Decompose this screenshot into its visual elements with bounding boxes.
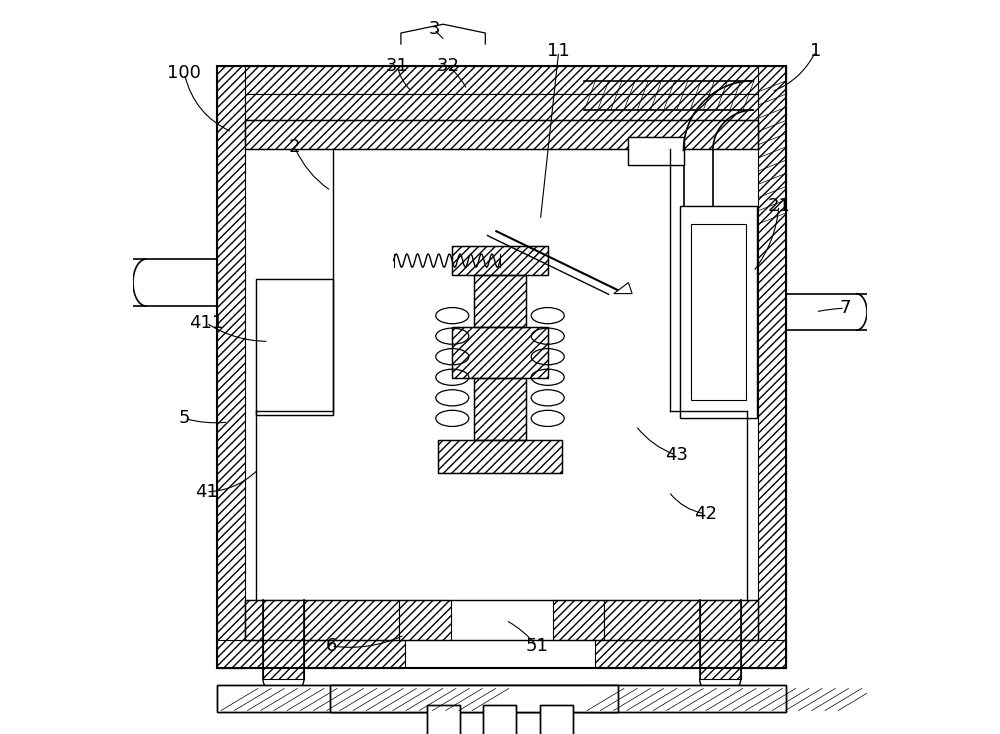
Bar xyxy=(452,246,548,275)
Bar xyxy=(691,224,746,400)
Text: 1: 1 xyxy=(810,43,821,60)
Bar xyxy=(217,66,245,668)
Bar xyxy=(680,206,757,418)
Bar xyxy=(217,66,786,94)
Bar xyxy=(245,94,758,120)
Bar xyxy=(452,246,548,275)
Text: 11: 11 xyxy=(547,43,570,60)
Polygon shape xyxy=(614,283,632,294)
Bar xyxy=(217,685,417,712)
Bar xyxy=(452,327,548,378)
Text: 41: 41 xyxy=(195,483,218,501)
Text: 2: 2 xyxy=(289,138,300,156)
Bar xyxy=(320,294,333,400)
Text: 51: 51 xyxy=(525,637,548,655)
Text: 21: 21 xyxy=(767,197,790,214)
Bar xyxy=(263,600,304,679)
Text: 6: 6 xyxy=(325,637,337,655)
Bar xyxy=(330,685,618,712)
Bar xyxy=(217,640,405,668)
Bar xyxy=(245,120,758,149)
Bar xyxy=(427,705,460,734)
Text: 42: 42 xyxy=(694,505,717,523)
Bar xyxy=(399,600,451,640)
Bar xyxy=(483,705,516,734)
Bar xyxy=(474,275,526,327)
Bar xyxy=(628,137,684,165)
Bar xyxy=(758,66,786,668)
Bar xyxy=(595,640,786,668)
Bar xyxy=(540,705,573,734)
Bar xyxy=(245,600,758,640)
Bar xyxy=(245,120,758,149)
Bar xyxy=(256,400,333,415)
Bar xyxy=(217,685,786,712)
Bar xyxy=(438,440,562,473)
Bar xyxy=(256,279,333,294)
Bar xyxy=(217,66,786,668)
Bar xyxy=(680,206,757,418)
Bar xyxy=(474,378,526,440)
Bar xyxy=(587,685,786,712)
Text: 3: 3 xyxy=(428,21,440,38)
Bar xyxy=(474,378,526,440)
Bar xyxy=(553,600,604,640)
Bar xyxy=(217,685,786,712)
Bar xyxy=(438,440,562,473)
Bar xyxy=(452,327,548,378)
Text: 411: 411 xyxy=(189,314,224,332)
Text: 100: 100 xyxy=(167,65,201,82)
Bar xyxy=(256,279,333,415)
Bar xyxy=(330,685,618,712)
Bar xyxy=(483,705,516,734)
Bar xyxy=(256,294,270,400)
Bar xyxy=(604,600,758,640)
Bar xyxy=(700,600,741,679)
Bar xyxy=(427,705,460,734)
Bar xyxy=(540,705,573,734)
Bar xyxy=(474,275,526,327)
Bar xyxy=(628,137,684,165)
Text: 43: 43 xyxy=(665,446,688,464)
Text: 32: 32 xyxy=(437,57,460,75)
Text: 5: 5 xyxy=(179,410,190,427)
Text: 7: 7 xyxy=(839,299,851,317)
Text: 31: 31 xyxy=(386,57,409,75)
Bar xyxy=(245,600,399,640)
